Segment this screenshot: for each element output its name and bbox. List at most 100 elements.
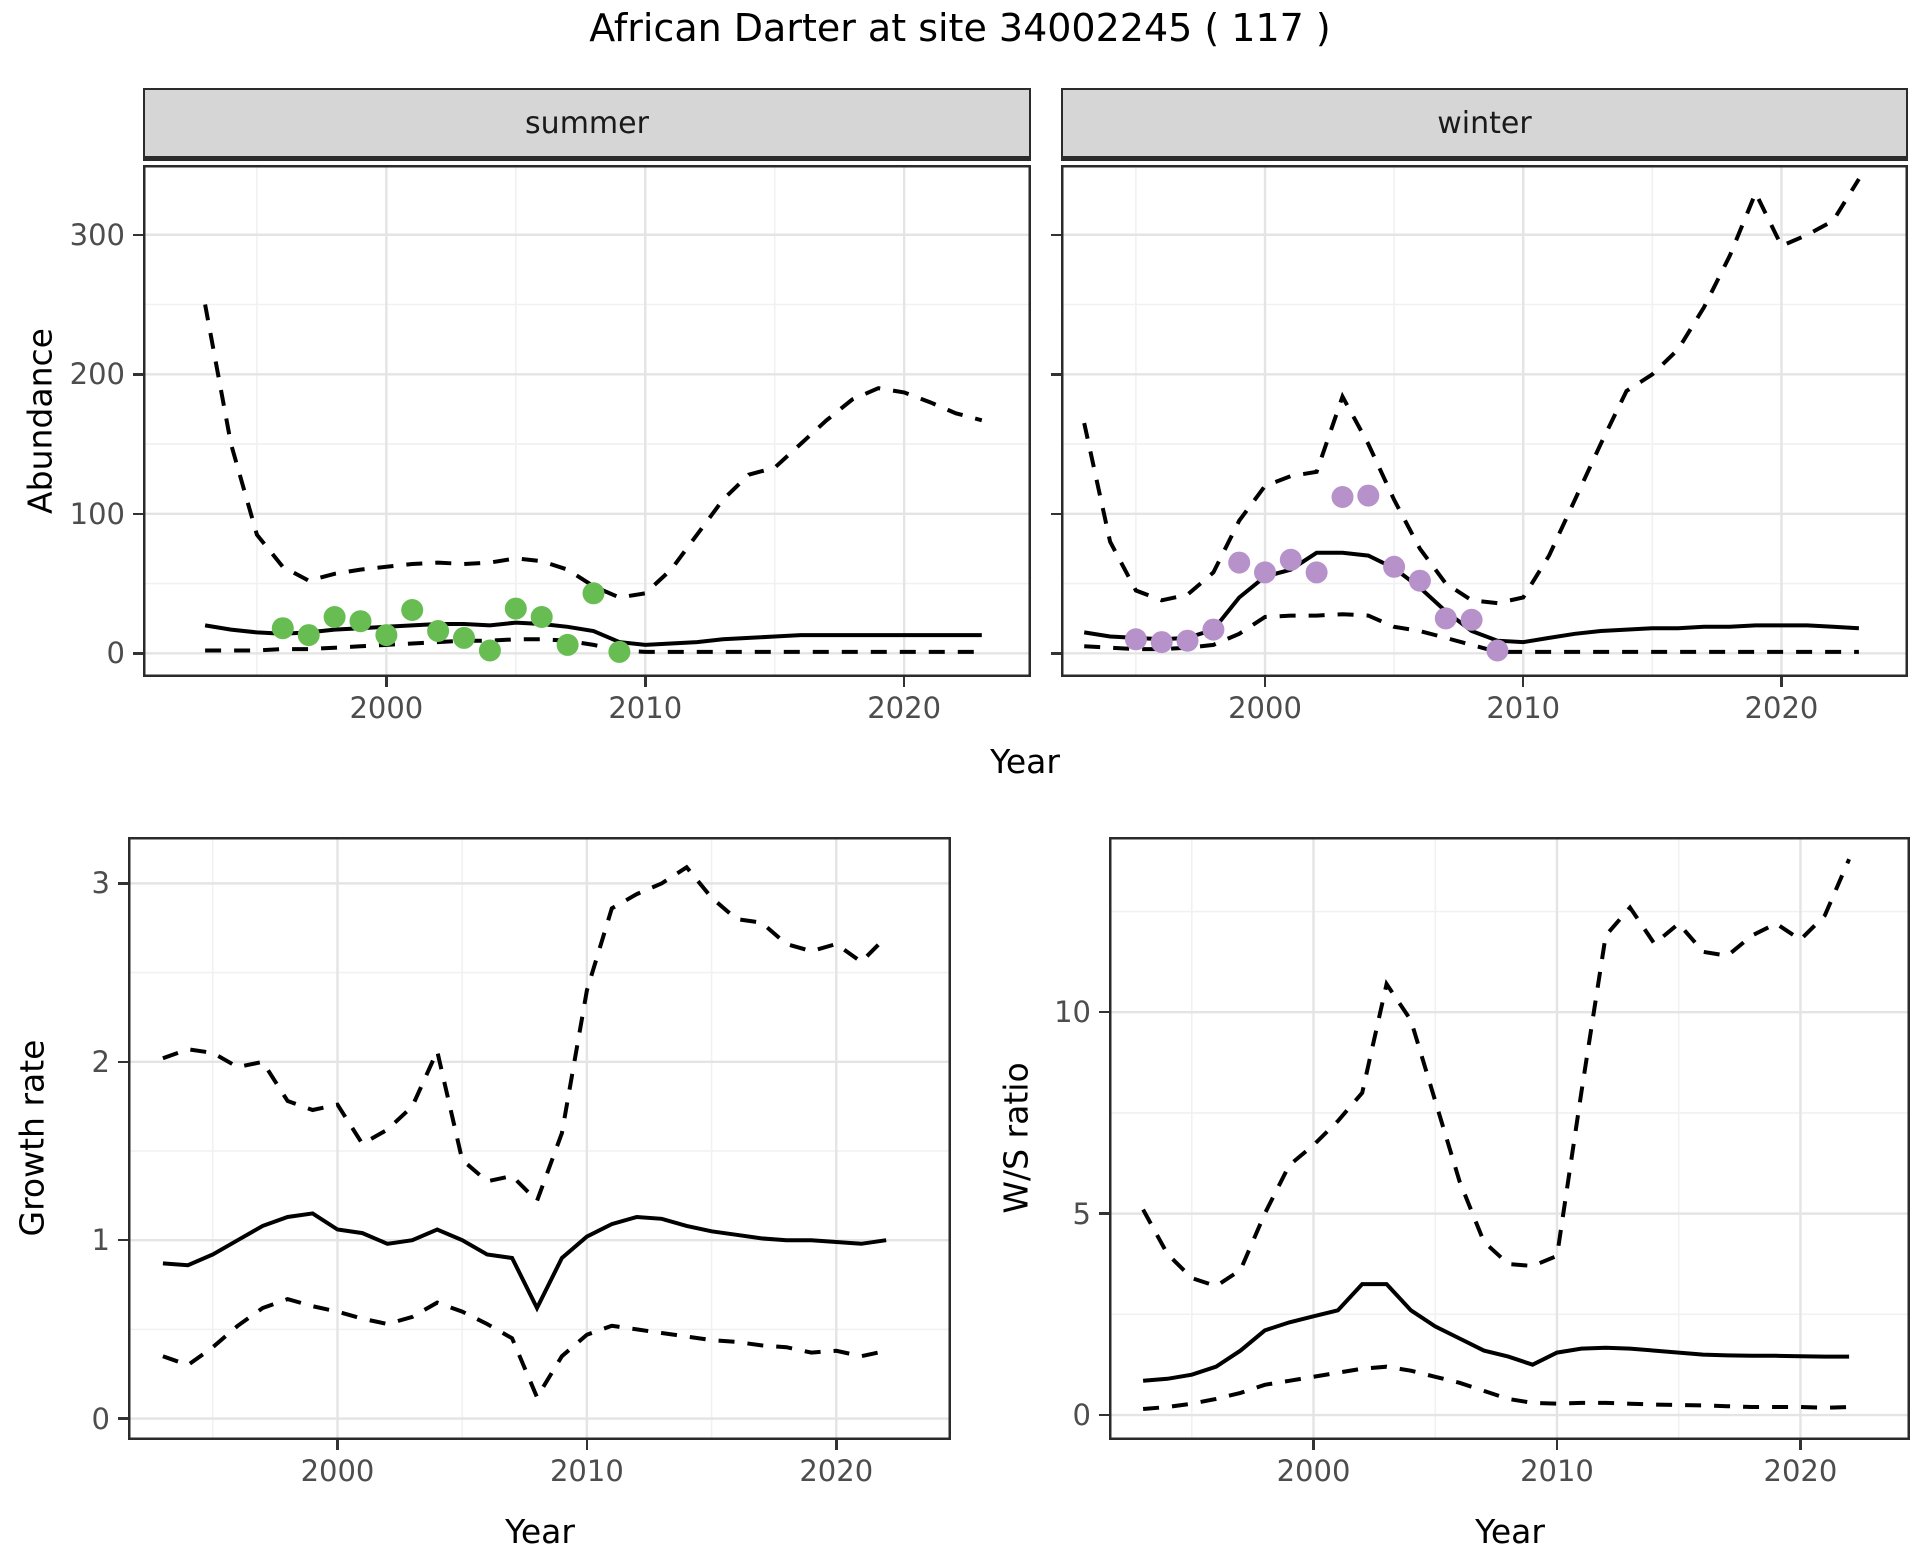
x-tick [1780,677,1783,687]
y-tick-label: 0 [91,1401,110,1436]
y-tick [1099,1010,1109,1014]
obs-point [1176,629,1199,652]
x-tick-label: 2020 [1763,1454,1838,1488]
obs-point [1254,561,1276,584]
obs-point [1279,548,1302,571]
obs-point [556,633,579,656]
y-tick [1051,512,1061,516]
series-lower_credible [1142,1364,1850,1411]
obs-point [1228,551,1251,574]
obs-point [478,639,501,662]
y-tick-label: 100 [69,496,125,531]
x-tick [336,1440,339,1450]
series-median [204,620,982,647]
y-tick [1051,373,1061,376]
series-upper_credible [203,304,983,600]
y-tick-label: 5 [1072,1196,1091,1231]
y-tick-label: 2 [91,1044,110,1079]
x-tick-label: 2020 [867,691,942,725]
obs-point [1486,639,1509,662]
x-tick-label: 2020 [799,1454,874,1488]
obs-point [323,606,346,628]
series-lower_credible [1084,612,1859,654]
obs-point [349,610,372,633]
x-tick-label: 2010 [549,1454,624,1488]
obs-point [453,626,475,649]
obs-point [1202,618,1225,641]
y-tick [133,233,143,236]
x-axis-title-top: Year [990,742,1060,781]
y-tick [133,373,143,376]
obs-point [1331,486,1354,508]
obs-point [1383,555,1406,578]
x-tick [385,677,388,687]
y-tick [1051,233,1061,236]
y-tick [1099,1212,1109,1215]
y-tick-label: 3 [91,866,110,901]
facet-strip-winter-label: winter [1437,105,1532,141]
series-upper_credible [1082,177,1861,606]
y-tick-label: 1 [91,1223,110,1258]
y-tick [118,882,128,885]
y-tick [118,1417,128,1420]
y-tick-label: 200 [69,357,125,392]
x-tick-label: 2000 [1276,1454,1351,1488]
facet-strip-summer: summer [143,88,1031,161]
obs-point [271,617,294,640]
y-tick [1099,1413,1109,1417]
x-tick-label: 2010 [1486,691,1561,725]
y-axis-title-ws-ratio: W/S ratio [996,1062,1036,1214]
panel-abundance_winter [1061,165,1908,677]
y-tick [118,1238,128,1242]
panel-border [1061,165,1908,677]
y-axis-title-abundance: Abundance [20,328,60,514]
x-tick [835,1440,838,1450]
facet-strip-summer-label: summer [525,105,649,141]
figure-title: African Darter at site 34002245 ( 117 ) [589,6,1331,50]
obs-point [401,599,424,621]
x-tick-label: 2010 [608,691,683,725]
y-tick [133,652,143,655]
x-tick [902,677,906,687]
x-tick [1799,1440,1802,1450]
x-axis-title-bottom-left: Year [505,1512,575,1551]
y-tick-label: 0 [106,636,125,671]
x-tick [1521,677,1525,687]
panel-border [143,165,1031,677]
panel-abundance_summer [143,165,1031,677]
obs-point [1357,484,1380,507]
obs-point [1124,628,1147,651]
obs-point [1305,561,1328,584]
obs-point [530,606,553,628]
series-median [1142,1282,1850,1383]
obs-point [1408,569,1431,592]
x-axis-title-bottom-right: Year [1475,1512,1545,1551]
y-tick-label: 10 [1054,995,1091,1030]
obs-point [427,620,450,642]
facet-strip-winter: winter [1061,88,1908,161]
obs-point [375,624,398,647]
x-tick-label: 2020 [1744,691,1819,725]
x-tick-label: 2010 [1520,1454,1594,1488]
series-median [162,1211,887,1313]
series-lower_credible [205,637,982,654]
y-tick [133,512,143,516]
x-tick [644,677,647,687]
y-tick [1051,652,1061,655]
panel-border [128,837,951,1440]
y-tick [118,1060,128,1064]
x-tick-label: 2000 [300,1454,375,1488]
obs-point [297,624,320,647]
x-tick [585,1440,589,1450]
y-tick-label: 0 [1072,1398,1091,1433]
x-tick [1312,1440,1315,1450]
obs-point [504,597,527,620]
series-upper_credible [162,864,888,1205]
panel-border [1109,837,1910,1440]
panel-growth_rate [128,837,951,1440]
obs-point [582,582,605,605]
series-lower_credible [162,1297,887,1402]
panel-ws_ratio [1109,837,1910,1440]
y-tick-label: 300 [69,217,125,252]
